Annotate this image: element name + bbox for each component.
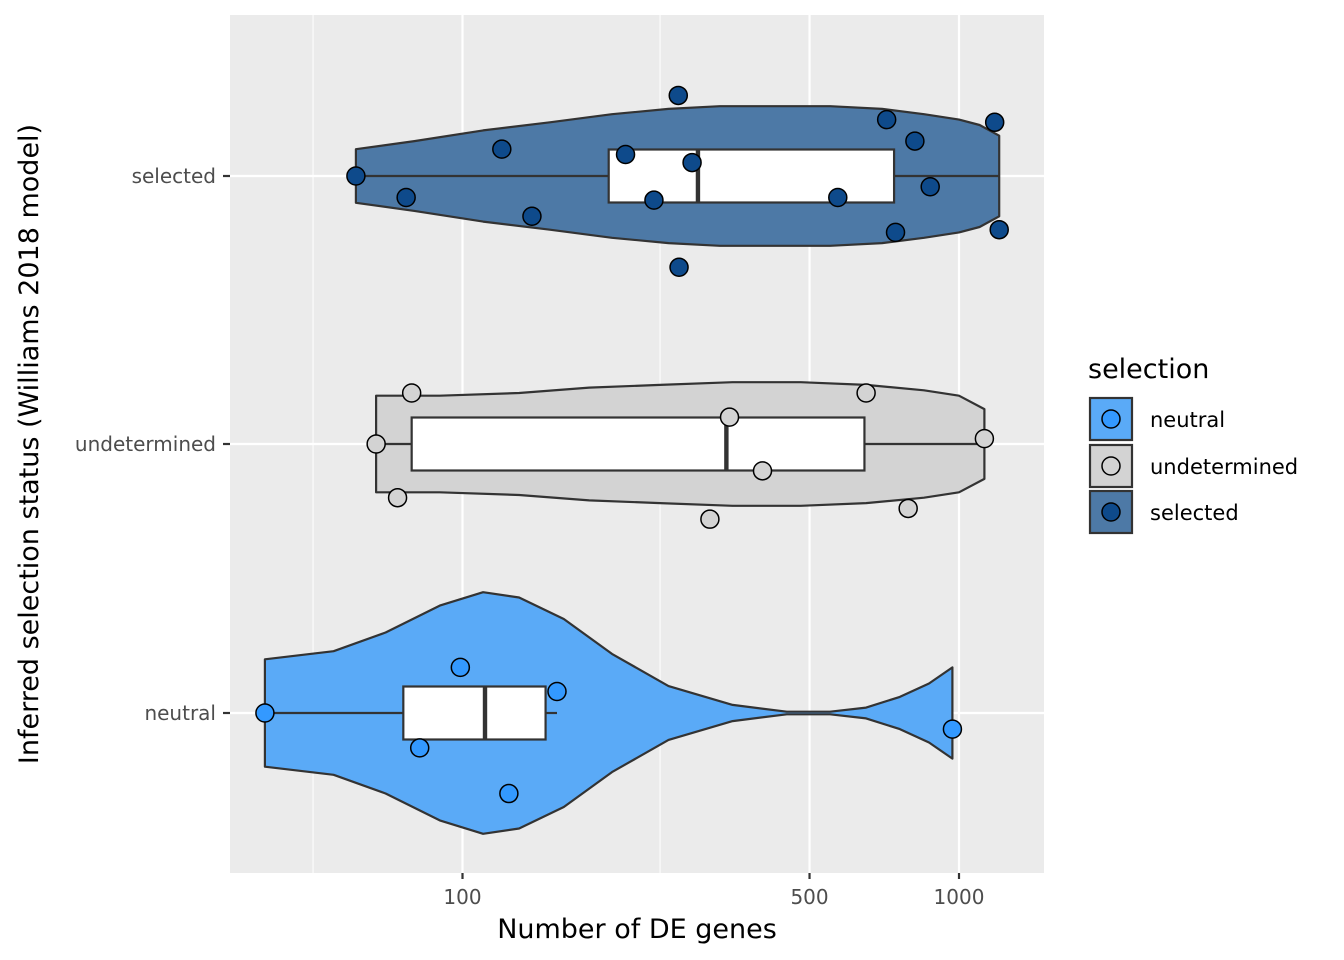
data-point-undetermined <box>366 434 386 454</box>
data-point-selected <box>828 187 848 208</box>
data-point-selected <box>346 166 366 186</box>
data-points <box>255 85 1009 804</box>
axes: 100 500 1000 neutral undetermined selected <box>75 164 985 909</box>
data-point-undetermined <box>974 428 995 449</box>
x-axis-title: Number of DE genes <box>497 914 777 945</box>
data-point-selected <box>522 206 542 227</box>
x-tick-label: 1000 <box>934 885 985 909</box>
x-tick-label: 500 <box>790 885 828 909</box>
data-point-selected <box>989 219 1009 240</box>
box-undetermined <box>410 416 866 472</box>
data-point-undetermined <box>387 487 408 508</box>
data-point-selected <box>644 190 664 210</box>
data-point-selected <box>885 222 906 243</box>
legend-label-neutral: neutral <box>1150 408 1225 432</box>
y-tick-label: neutral <box>144 701 216 725</box>
box-neutral <box>402 685 547 741</box>
data-point-neutral <box>450 657 471 678</box>
data-point-selected <box>920 176 940 197</box>
data-point-undetermined <box>898 498 918 519</box>
data-point-selected <box>876 109 897 130</box>
data-point-selected <box>492 139 512 159</box>
data-point-undetermined <box>401 383 422 403</box>
legend-point-selected <box>1101 502 1121 522</box>
data-point-neutral <box>499 783 519 804</box>
legend-label-selected: selected <box>1150 501 1239 525</box>
y-tick-label: selected <box>132 164 216 188</box>
y-tick-label: undetermined <box>75 432 216 456</box>
legend: selection neutral undetermined selected <box>1088 354 1298 535</box>
data-point-neutral <box>942 719 963 739</box>
data-point-selected <box>984 112 1005 133</box>
data-point-selected <box>669 257 689 278</box>
y-axis-title: Inferred selection status (Williams 2018… <box>14 124 45 764</box>
data-point-neutral <box>547 681 567 702</box>
data-point-selected <box>668 85 689 106</box>
data-point-neutral <box>409 738 430 758</box>
data-point-undetermined <box>719 407 740 427</box>
data-point-selected <box>396 187 416 208</box>
legend-point-neutral <box>1101 409 1121 429</box>
data-point-undetermined <box>700 509 720 529</box>
legend-title: selection <box>1088 354 1209 385</box>
x-tick-label: 100 <box>443 885 481 909</box>
data-point-undetermined <box>752 461 773 481</box>
data-point-undetermined <box>856 383 876 403</box>
data-point-selected <box>905 131 925 151</box>
data-point-selected <box>615 144 636 165</box>
legend-label-undetermined: undetermined <box>1150 455 1298 479</box>
data-point-selected <box>682 152 702 173</box>
violin-neutral <box>263 591 954 835</box>
data-point-neutral <box>255 703 275 723</box>
legend-point-undetermined <box>1101 456 1121 476</box>
